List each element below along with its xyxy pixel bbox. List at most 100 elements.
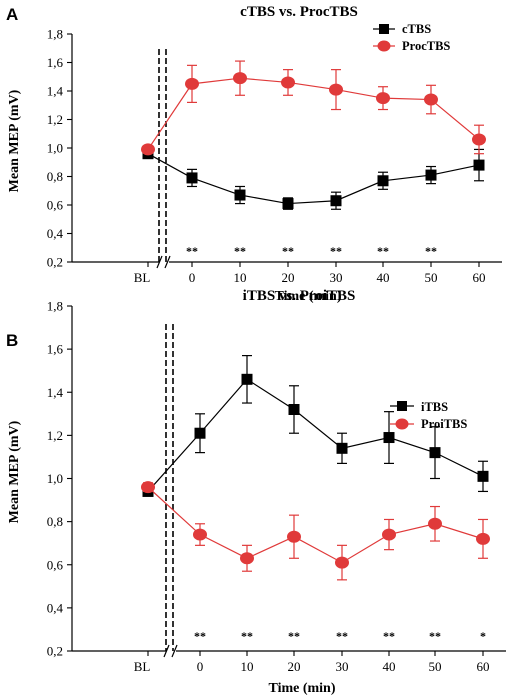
legend-label: iTBS — [421, 400, 448, 414]
data-point — [376, 92, 390, 105]
significance-marker: ** — [383, 629, 395, 643]
significance-marker: ** — [241, 629, 253, 643]
chart-title: iTBS vs. ProiTBS — [243, 288, 356, 304]
data-point — [234, 189, 246, 201]
significance-marker: ** — [336, 629, 348, 643]
data-point — [425, 169, 437, 181]
x-tick-label: 10 — [234, 270, 247, 285]
y-tick-label: 1,6 — [47, 55, 64, 70]
data-point — [329, 83, 343, 96]
significance-marker: ** — [194, 629, 206, 643]
y-axis-label: Mean MEP (mV) — [7, 420, 22, 523]
y-tick-label: 1,4 — [47, 84, 64, 99]
x-tick-label: BL — [134, 659, 151, 674]
chart-title: cTBS vs. ProcTBS — [240, 4, 358, 20]
x-tick-label: 30 — [336, 659, 349, 674]
legend-item-series-1: iTBS — [390, 400, 448, 414]
panel-letter: A — [6, 5, 18, 24]
x-axis-label: Time (min) — [268, 681, 335, 696]
x-tick-label: 20 — [282, 270, 295, 285]
legend: iTBS ProiTBS — [390, 400, 467, 431]
data-point — [335, 556, 349, 569]
axis-break-mark — [171, 644, 178, 658]
significance-marker: ** — [234, 244, 246, 258]
x-tick-label: 40 — [377, 270, 390, 285]
x-tick-label: 60 — [477, 659, 490, 674]
y-axis-label: Mean MEP (mV) — [7, 89, 22, 192]
x-tick-label: 20 — [288, 659, 301, 674]
data-point — [185, 77, 199, 90]
data-point — [476, 532, 490, 545]
data-point — [472, 133, 486, 146]
data-point — [330, 195, 342, 207]
legend: cTBS ProcTBS — [373, 22, 450, 53]
y-tick-label: 1,2 — [47, 112, 63, 127]
y-tick-label: 1,0 — [47, 471, 63, 486]
significance-marker: ** — [288, 629, 300, 643]
y-tick-label: 1,0 — [47, 141, 63, 156]
panel-a: A cTBS vs. ProcTBS Mean MEP (mV) Time (m… — [6, 4, 502, 304]
panel-letter: B — [6, 331, 18, 350]
data-point — [240, 552, 254, 565]
y-tick-label: 0,2 — [47, 255, 63, 270]
data-point — [428, 517, 442, 530]
data-point — [473, 159, 485, 171]
data-point — [424, 93, 438, 106]
data-point — [383, 432, 395, 444]
x-tick-label: 0 — [189, 270, 196, 285]
x-tick-label: 40 — [383, 659, 396, 674]
y-tick-label: 1,8 — [47, 27, 63, 42]
series-line-2 — [147, 486, 484, 564]
series-line-1 — [147, 378, 484, 492]
y-tick-label: 1,4 — [47, 385, 64, 400]
data-point — [186, 172, 198, 184]
data-point — [336, 442, 348, 454]
x-tick-label: 50 — [429, 659, 442, 674]
significance-marker: ** — [425, 244, 437, 258]
x-tick-label: 10 — [241, 659, 254, 674]
series-line-2 — [147, 77, 480, 150]
data-point — [241, 373, 253, 385]
data-point — [287, 530, 301, 543]
y-tick-label: 0,8 — [47, 169, 63, 184]
legend-label: ProcTBS — [402, 39, 450, 53]
y-tick-label: 0,2 — [47, 644, 63, 659]
panel-b: B iTBS vs. ProiTBS Mean MEP (mV) Time (m… — [6, 288, 506, 696]
data-point — [194, 427, 206, 439]
y-tick-label: 0,6 — [47, 557, 64, 572]
significance-marker: ** — [429, 629, 441, 643]
x-axis-label: Time (min) — [274, 289, 341, 304]
series-line-1 — [147, 153, 480, 205]
data-point — [233, 72, 247, 85]
y-tick-label: 0,4 — [47, 600, 64, 615]
legend-label: cTBS — [402, 22, 431, 36]
x-tick-label: BL — [134, 270, 151, 285]
data-point — [282, 198, 294, 210]
legend-label: ProiTBS — [421, 417, 467, 431]
axis-break-mark — [164, 255, 171, 269]
legend-item-series-1: cTBS — [373, 22, 431, 36]
significance-marker: ** — [282, 244, 294, 258]
data-point — [288, 404, 300, 415]
x-tick-label: 50 — [425, 270, 438, 285]
legend-item-series-2: ProcTBS — [373, 39, 450, 53]
data-point — [382, 528, 396, 541]
significance-marker: ** — [330, 244, 342, 258]
x-tick-label: 30 — [330, 270, 343, 285]
data-point — [141, 143, 155, 156]
y-tick-label: 1,2 — [47, 428, 63, 443]
data-point — [281, 76, 295, 89]
significance-marker: * — [480, 629, 486, 643]
y-tick-label: 0,6 — [47, 198, 64, 213]
x-tick-label: 60 — [473, 270, 486, 285]
data-point — [477, 470, 489, 482]
y-tick-label: 0,4 — [47, 226, 64, 241]
legend-item-series-2: ProiTBS — [390, 417, 467, 431]
y-tick-label: 0,8 — [47, 514, 63, 529]
data-point — [377, 175, 389, 187]
x-tick-label: 0 — [197, 659, 204, 674]
data-point — [429, 447, 441, 459]
y-tick-label: 1,6 — [47, 342, 64, 357]
significance-marker: ** — [377, 244, 389, 258]
y-tick-label: 1,8 — [47, 299, 63, 314]
